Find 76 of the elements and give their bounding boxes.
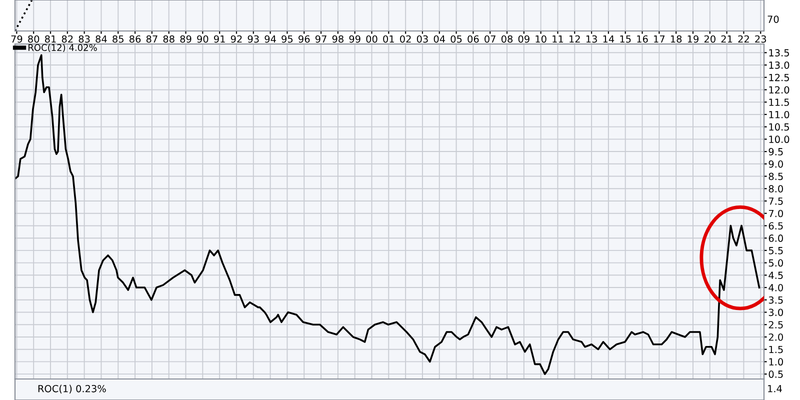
x-tick-label: 93	[248, 35, 259, 43]
y-tick-label: 2.5	[768, 321, 783, 328]
x-tick-label: 84	[96, 35, 107, 43]
y-tick-label: 9.0	[768, 160, 783, 168]
y-tick-label: 12.0	[769, 86, 790, 94]
y-tick-label: 13.5	[769, 49, 789, 56]
y-tick-label: 1.0	[769, 358, 783, 366]
x-tick-label: 89	[180, 35, 192, 43]
x-tick-label: 06	[468, 35, 479, 43]
x-tick-label: 00	[366, 35, 378, 43]
x-tick-label: 05	[450, 35, 462, 43]
x-tick-label: 21	[721, 35, 732, 43]
x-tick-label: 92	[230, 35, 242, 43]
x-tick-label: 95	[282, 35, 293, 43]
y-tick-label: 1.5	[769, 346, 783, 354]
x-tick-label: 14	[603, 35, 614, 43]
x-tick-label: 19	[688, 35, 698, 43]
x-tick-label: 12	[570, 35, 580, 43]
x-tick-label: 16	[637, 35, 648, 43]
y-tick-label: 7.0	[768, 210, 783, 218]
x-tick-label: 80	[28, 35, 40, 43]
x-tick-label: 03	[416, 35, 428, 43]
legend-label: ROC(12) 4.02%	[28, 44, 97, 52]
y-tick-label: 6.5	[768, 222, 783, 230]
x-tick-label: 90	[197, 35, 208, 43]
x-tick-label: 97	[315, 35, 326, 43]
x-tick-label: 83	[78, 35, 90, 43]
x-tick-label: 04	[434, 35, 446, 43]
text: 1.4	[768, 385, 782, 392]
x-tick-label: 91	[214, 35, 225, 43]
text: ROC(1) 0.23%	[38, 384, 106, 394]
x-tick-label: 23	[755, 35, 766, 43]
y-tick-label: 5.5	[768, 247, 783, 254]
y-tick-label: 12.5	[769, 74, 789, 82]
x-tick-label: 81	[44, 35, 56, 43]
x-tick-label: 18	[670, 35, 682, 43]
x-tick-label: 82	[62, 35, 73, 43]
y-tick-label: 2.0	[768, 333, 783, 341]
y-tick-label: 3.0	[768, 308, 783, 316]
x-tick-label: 07	[484, 35, 496, 43]
x-tick-label: 09	[518, 35, 530, 43]
y-tick-label: 3.5	[768, 296, 783, 304]
x-tick-label: 88	[163, 35, 174, 43]
x-tick-label: 79	[11, 35, 22, 43]
y-tick-label: 7.5	[768, 198, 783, 205]
x-tick-label: 01	[383, 35, 394, 43]
y-tick-label: 5.0	[768, 259, 783, 267]
y-tick-label: 8.0	[768, 185, 783, 192]
x-tick-label: 08	[501, 35, 513, 43]
x-tick-label: 22	[738, 35, 749, 43]
y-tick-label: 4.5	[768, 272, 783, 279]
x-tick-label: 86	[130, 35, 141, 43]
y-tick-label: 0.5	[768, 370, 783, 378]
x-tick-label: 98	[332, 35, 344, 43]
x-tick-label: 85	[112, 35, 124, 43]
y-tick-label: 8.5	[768, 172, 783, 180]
x-tick-label: 96	[298, 35, 310, 43]
text: 70	[768, 16, 779, 23]
y-tick-label: 11.0	[769, 110, 790, 118]
x-tick-label: 02	[400, 35, 411, 43]
y-tick-label: 11.5	[769, 98, 789, 106]
y-tick-label: 10.5	[769, 123, 789, 131]
x-tick-label: 13	[586, 35, 597, 43]
x-tick-label: 87	[146, 35, 158, 43]
y-tick-label: 4.0	[768, 284, 783, 292]
x-tick-label: 11	[552, 35, 564, 43]
y-tick-label: 13.0	[769, 61, 790, 69]
x-tick-label: 10	[536, 35, 546, 43]
x-tick-label: 94	[264, 35, 276, 43]
x-tick-label: 17	[654, 35, 665, 43]
y-tick-label: 10.0	[769, 136, 790, 144]
y-tick-label: 9.5	[768, 148, 783, 156]
x-tick-label: 99	[349, 35, 360, 43]
x-tick-label: 20	[704, 35, 716, 43]
x-tick-label: 15	[620, 35, 631, 43]
y-tick-label: 6.0	[768, 234, 783, 242]
